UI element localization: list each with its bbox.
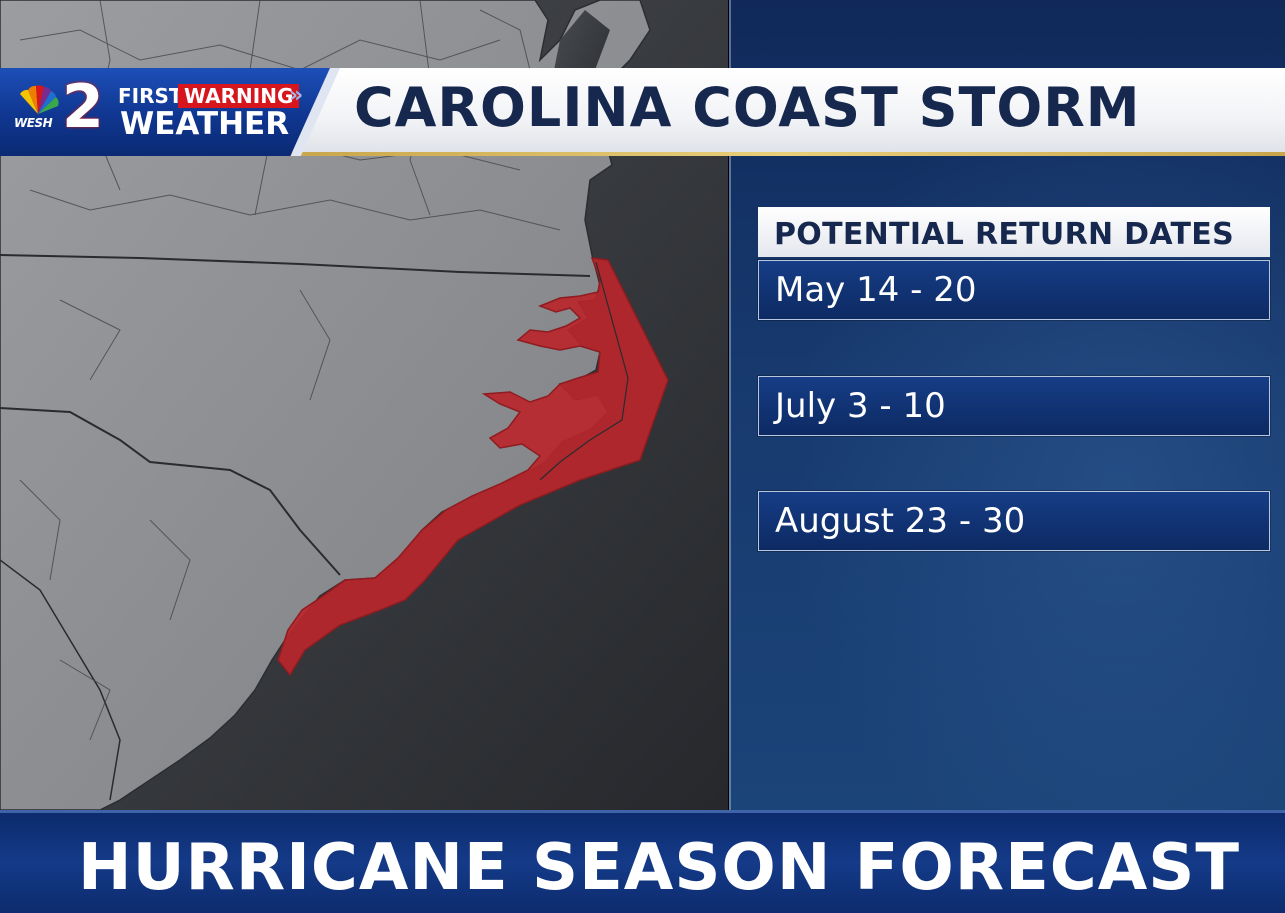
channel-number: 2	[62, 72, 104, 142]
station-logo: WESH 2 FIRST WARNING » WEATHER	[0, 68, 330, 156]
date-row-2: July 3 - 10	[758, 376, 1270, 436]
brand-warning: WARNING	[178, 84, 300, 108]
brand-first: FIRST	[118, 84, 183, 108]
date-row-3: August 23 - 30	[758, 491, 1270, 551]
storm-threat-area	[277, 257, 669, 677]
brand-weather: WEATHER	[120, 106, 290, 142]
bottom-banner: HURRICANE SEASON FORECAST	[0, 810, 1285, 913]
banner-text: HURRICANE SEASON FORECAST	[78, 831, 1241, 905]
date-row-1: May 14 - 20	[758, 260, 1270, 320]
outer-banks	[539, 261, 629, 481]
call-letters: WESH	[14, 116, 53, 130]
nbc-peacock-icon	[20, 85, 59, 114]
date-label: May 14 - 20	[775, 270, 977, 310]
page-title: CAROLINA COAST STORM	[354, 76, 1141, 139]
state-border-nc-sc	[0, 407, 341, 576]
date-label: July 3 - 10	[775, 386, 946, 426]
dates-title-text: POTENTIAL RETURN DATES	[774, 217, 1234, 252]
header-bar: WESH 2 FIRST WARNING » WEATHER CAROLINA …	[0, 68, 1285, 160]
date-label: August 23 - 30	[775, 501, 1026, 541]
header-gold-rule	[280, 152, 1285, 156]
brand-chevron-icon: »	[289, 83, 304, 108]
state-border-sc-ga	[0, 559, 121, 801]
dates-title: POTENTIAL RETURN DATES	[758, 207, 1270, 257]
state-border-va-nc	[0, 254, 591, 277]
